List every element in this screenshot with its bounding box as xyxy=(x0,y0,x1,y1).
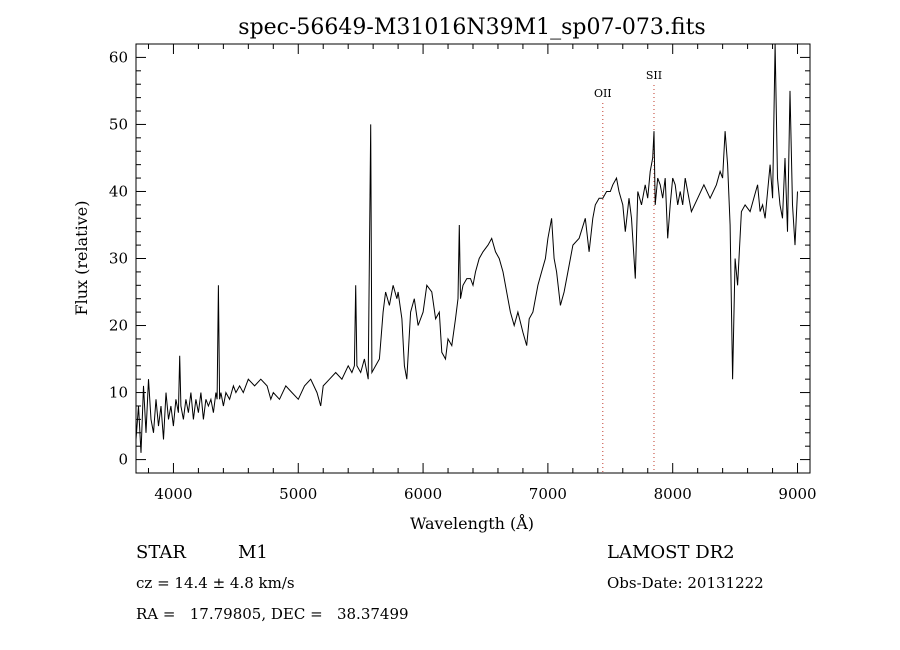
y-tick-label: 20 xyxy=(109,317,128,335)
y-tick-label: 60 xyxy=(109,48,128,66)
redshift-cz: cz = 14.4 ± 4.8 km/s xyxy=(136,574,295,592)
spectrum-series-line xyxy=(135,43,798,453)
coordinates: RA = 17.79805, DEC = 38.37499 xyxy=(136,605,409,623)
x-tick-label: 4000 xyxy=(154,485,192,503)
x-axis-label: Wavelength (Å) xyxy=(410,513,534,533)
y-axis: 0 10 20 30 40 50 60 xyxy=(109,48,810,469)
y-tick-label: 30 xyxy=(109,250,128,268)
y-axis-label: Flux (relative) xyxy=(72,201,91,316)
x-axis: 4000 5000 6000 7000 8000 9000 xyxy=(147,44,817,503)
object-subclass: M1 xyxy=(238,542,268,563)
spectral-line-label: OII xyxy=(594,87,612,100)
x-tick-label: 8000 xyxy=(654,485,692,503)
spectral-line-label: SII xyxy=(646,69,662,82)
chart-title: spec-56649-M31016N39M1_sp07-073.fits xyxy=(238,15,705,40)
object-type: STAR xyxy=(136,542,186,563)
x-tick-label: 7000 xyxy=(529,485,567,503)
y-tick-label: 10 xyxy=(109,384,128,402)
y-tick-label: 40 xyxy=(109,182,128,200)
observation-date: Obs-Date: 20131222 xyxy=(607,574,764,592)
y-tick-label: 0 xyxy=(118,451,128,469)
plot-frame xyxy=(135,43,811,474)
x-tick-label: 6000 xyxy=(404,485,442,503)
x-tick-label: 9000 xyxy=(778,485,816,503)
survey-name: LAMOST DR2 xyxy=(607,542,735,563)
y-tick-label: 50 xyxy=(109,115,128,133)
spectral-line-markers: OII SII xyxy=(594,69,662,473)
x-tick-label: 5000 xyxy=(279,485,317,503)
